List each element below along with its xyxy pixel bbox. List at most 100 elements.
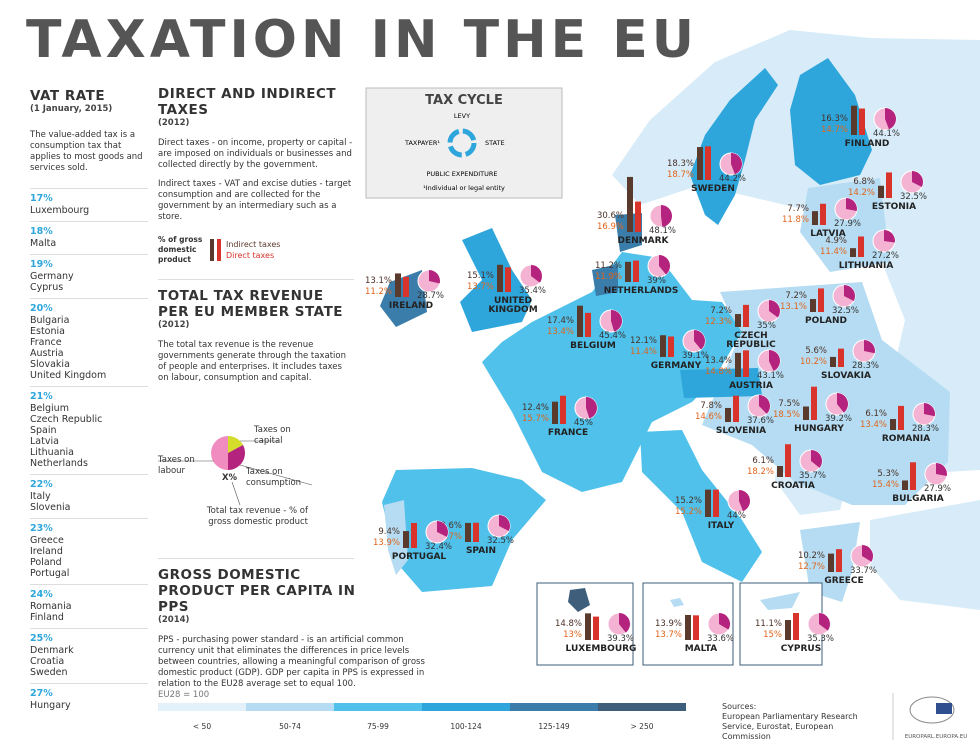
country-chart: 16.3%14.7% 44.1% — [821, 105, 900, 139]
vat-country: Italy — [30, 491, 51, 502]
country-chart: 30.6%16.9% 48.1% — [597, 176, 676, 236]
total-revenue-wedge — [844, 285, 856, 301]
legend-label: % of gross domestic product — [158, 235, 203, 264]
direct-tax-label: 15.4% — [872, 480, 899, 490]
vat-group: 25% Denmark Croatia Sweden — [30, 628, 148, 683]
vat-country: Slovakia — [30, 359, 70, 370]
pie-slice — [228, 436, 243, 453]
vat-country: Portugal — [30, 568, 70, 579]
indirect-tax-bar — [803, 406, 809, 420]
total-revenue-wedge — [769, 350, 781, 371]
country-chart: 9.4%13.9% 32.4% — [373, 520, 452, 552]
direct-tax-label: 12.7% — [798, 562, 825, 572]
indirect-tax-label: 6.1% — [752, 456, 774, 466]
direct-tax-label: 12.3% — [705, 317, 732, 327]
direct-tax-bar — [633, 260, 639, 282]
pie-legend-graphic — [158, 436, 313, 506]
gdp-scale: < 50 50-74 75-99 100-124 125-149 > 250 — [158, 703, 686, 732]
scale-step: < 50 — [158, 703, 246, 732]
total-revenue-wedge — [924, 403, 936, 417]
non-eu-land — [870, 500, 980, 610]
malta-shape — [670, 598, 684, 607]
total-revenue-wedge — [811, 450, 822, 468]
legend-entry: Indirect taxes — [226, 240, 281, 249]
country-name: SWEDEN — [691, 184, 735, 194]
indirect-tax-bar — [785, 620, 791, 640]
direct-tax-label: 11.4% — [820, 247, 847, 257]
cycle-taxpayer: TAXPAYER¹ — [404, 139, 440, 147]
total-revenue-wedge — [611, 310, 622, 332]
indirect-tax-bar — [625, 261, 631, 282]
total-revenue-label: 39.2% — [825, 414, 852, 424]
pie-slice — [228, 445, 245, 470]
vat-date: (1 January, 2015) — [30, 104, 113, 114]
cycle-footnote: ¹Individual or legal entity — [423, 184, 505, 192]
indirect-tax-label: 14.8% — [555, 619, 582, 629]
vat-country: Austria — [30, 348, 64, 359]
indirect-tax-bar — [697, 147, 703, 180]
pie-label: Taxes on labour — [158, 455, 195, 476]
direct-tax-label: 15.7% — [522, 414, 549, 424]
country-chart: 13.1%11.2% 28.7% — [365, 269, 444, 301]
direct-tax-bar — [838, 348, 844, 367]
vat-rate: 22% — [30, 479, 53, 490]
total-revenue-wedge — [661, 205, 673, 227]
leader — [239, 464, 313, 486]
indirect-tax-bar — [725, 407, 731, 422]
direct-tax-bar — [733, 395, 739, 422]
scale-swatch — [158, 703, 246, 711]
baltics — [800, 178, 890, 272]
vat-country: Czech Republic — [30, 414, 103, 425]
country-chart: 15.1%13.7% 35.4% — [467, 264, 546, 296]
country-name: CROATIA — [771, 481, 815, 491]
indirect-tax-bar — [890, 419, 896, 430]
total-revenue-wedge — [912, 171, 923, 187]
country-name: CYPRUS — [780, 644, 822, 654]
indirect-tax-label: 7.5% — [778, 399, 800, 409]
direct-tax-bar — [713, 489, 719, 517]
direct-tax-label: 18.2% — [747, 467, 774, 477]
scale-step: > 250 — [598, 703, 686, 732]
vat-group: 23% Greece Ireland Poland Portugal — [30, 518, 148, 584]
indirect-tax-label: 7.7% — [787, 204, 809, 214]
indirect-tax-bar — [828, 553, 834, 572]
direct-tax-bar — [743, 350, 749, 377]
scale-step: 100-124 — [422, 703, 510, 732]
logo-text: EUROPARL.EUROPA.EU — [905, 734, 968, 740]
indirect-tax-label: 12.1% — [630, 336, 657, 346]
total-revenue-label: 48.1% — [649, 226, 676, 236]
middle-panel: DIRECT AND INDIRECT TAXES (2012) Direct … — [158, 86, 354, 384]
scale-step: 125-149 — [510, 703, 598, 732]
country-name: GREECE — [824, 576, 864, 586]
vat-country: Luxembourg — [30, 205, 90, 216]
paragraph: Indirect taxes - VAT and excise duties -… — [158, 179, 352, 222]
total-revenue-wedge — [719, 613, 731, 630]
pie-note: Total tax revenue - % of gross domestic … — [206, 506, 308, 527]
total-revenue-label: 44% — [727, 511, 746, 521]
country-chart: 11.2%11.9% 39% — [595, 254, 671, 286]
indirect-tax-bar — [810, 299, 816, 312]
vat-country: Lithuania — [30, 447, 75, 458]
indirect-tax-label: 10.2% — [798, 551, 825, 561]
direct-tax-bar — [910, 462, 916, 490]
vat-country: Finland — [30, 612, 64, 623]
scale-swatch — [598, 703, 686, 711]
direct-tax-label: 14.8% — [705, 367, 732, 377]
country-chart: 10.6%10.7% 32.5% — [435, 514, 514, 546]
pie-label: Taxes on capital — [254, 425, 291, 446]
total-revenue-wedge — [864, 340, 876, 354]
indirect-tax-label: 13.4% — [705, 356, 732, 366]
country-name: LITHUANIA — [838, 261, 894, 271]
country-name: ESTONIA — [871, 202, 917, 212]
indirect-tax-bar — [465, 522, 471, 542]
direct-tax-label: 18.5% — [773, 410, 800, 420]
indirect-tax-bar — [577, 305, 583, 337]
indirect-tax-label: 5.6% — [805, 346, 827, 356]
country-chart: 12.4%15.7% 45% — [522, 395, 598, 428]
vat-country: Sweden — [30, 667, 68, 678]
direct-tax-label: 14.2% — [848, 188, 875, 198]
indirect-tax-label: 7.2% — [785, 291, 807, 301]
country-chart: 5.6%10.2% 28.3% — [800, 339, 879, 371]
vat-group: 22% Italy Slovenia — [30, 474, 148, 518]
